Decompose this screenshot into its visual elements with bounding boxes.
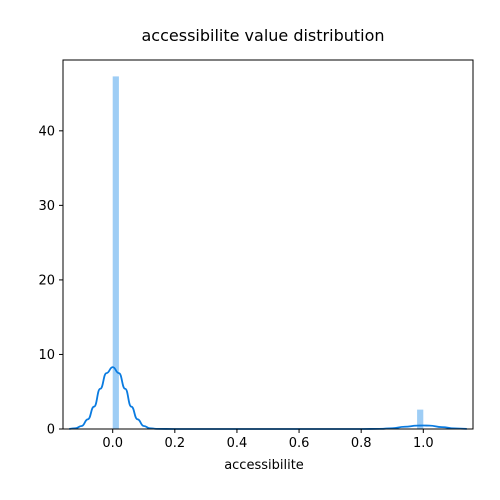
x-axis-label: accessibilite bbox=[224, 458, 304, 473]
y-tick-label-3: 30 bbox=[38, 199, 55, 214]
y-axis: 0 10 20 30 40 bbox=[38, 124, 63, 438]
kde-curve bbox=[69, 366, 467, 430]
x-tick-label-5: 1.0 bbox=[413, 436, 434, 451]
histogram-bar-1 bbox=[417, 409, 424, 429]
kde-curve-group bbox=[69, 366, 467, 430]
histogram-bars bbox=[112, 76, 424, 430]
x-tick-label-3: 0.6 bbox=[289, 436, 310, 451]
x-axis: 0.0 0.2 0.4 0.6 0.8 1.0 bbox=[102, 429, 434, 451]
x-tick-label-1: 0.2 bbox=[164, 436, 185, 451]
y-tick-label-4: 40 bbox=[38, 124, 55, 139]
y-tick-label-2: 20 bbox=[38, 273, 55, 288]
y-tick-label-0: 0 bbox=[47, 423, 55, 438]
x-tick-label-4: 0.8 bbox=[351, 436, 372, 451]
plot-frame bbox=[62, 59, 474, 430]
histogram-bar-0 bbox=[112, 76, 119, 430]
y-tick-label-1: 10 bbox=[38, 348, 55, 363]
x-tick-label-0: 0.0 bbox=[102, 436, 123, 451]
chart-title: accessibilite value distribution bbox=[141, 26, 384, 45]
x-tick-label-2: 0.4 bbox=[227, 436, 248, 451]
